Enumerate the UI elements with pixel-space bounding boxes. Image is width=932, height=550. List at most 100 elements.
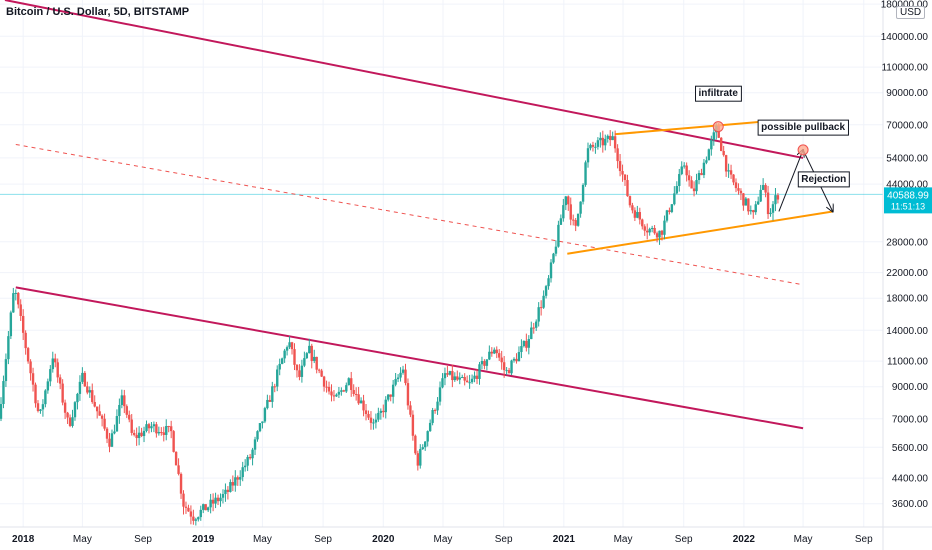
candle[interactable] — [160, 427, 163, 436]
symbol-title[interactable]: Bitcoin / U.S. Dollar, 5D, BITSTAMP — [6, 6, 190, 18]
candle[interactable] — [638, 207, 642, 225]
candle[interactable] — [204, 504, 207, 511]
candle[interactable] — [419, 444, 422, 469]
candle[interactable] — [251, 447, 254, 466]
candle[interactable] — [118, 398, 121, 424]
candle[interactable] — [91, 383, 94, 404]
candle[interactable] — [705, 156, 708, 165]
candle[interactable] — [273, 383, 276, 393]
candle[interactable] — [241, 461, 244, 482]
candle[interactable] — [115, 409, 119, 432]
candle[interactable] — [680, 161, 683, 176]
annotations[interactable]: infiltrate possible pullback Rejection — [695, 85, 850, 188]
candle[interactable] — [655, 231, 659, 243]
candle[interactable] — [29, 359, 32, 381]
candle[interactable] — [576, 213, 580, 227]
candle[interactable] — [39, 408, 42, 414]
candle[interactable] — [372, 418, 375, 430]
candle[interactable] — [253, 436, 257, 456]
candle[interactable] — [63, 399, 67, 419]
candle[interactable] — [443, 367, 447, 386]
projection-arrow[interactable] — [778, 150, 803, 212]
candle[interactable] — [44, 389, 47, 408]
candle[interactable] — [581, 183, 585, 205]
candle[interactable] — [83, 371, 87, 387]
candle[interactable] — [446, 365, 449, 377]
candle[interactable] — [345, 382, 348, 394]
candle[interactable] — [586, 142, 590, 168]
candle[interactable] — [258, 423, 262, 433]
candle[interactable] — [485, 359, 489, 371]
candle[interactable] — [352, 384, 355, 397]
candle[interactable] — [406, 378, 410, 410]
candle[interactable] — [137, 426, 141, 446]
candle[interactable] — [648, 227, 651, 236]
candle[interactable] — [643, 224, 646, 236]
candle[interactable] — [108, 432, 111, 453]
annotation-label[interactable]: Rejection — [797, 171, 850, 188]
candle[interactable] — [554, 240, 558, 257]
candle[interactable] — [68, 414, 72, 428]
candle[interactable] — [463, 373, 466, 386]
candle[interactable] — [433, 408, 437, 414]
candle[interactable] — [535, 319, 538, 331]
candle[interactable] — [110, 429, 114, 447]
candle[interactable] — [7, 331, 10, 365]
candle[interactable] — [628, 195, 632, 208]
candle[interactable] — [184, 501, 188, 514]
candle[interactable] — [653, 225, 656, 235]
candle[interactable] — [683, 162, 686, 169]
candle[interactable] — [2, 375, 5, 409]
candle[interactable] — [261, 421, 264, 429]
candle[interactable] — [216, 494, 220, 506]
candle[interactable] — [313, 349, 316, 364]
candle[interactable] — [744, 196, 748, 206]
candle[interactable] — [125, 404, 128, 418]
candle[interactable] — [100, 414, 104, 427]
candle[interactable] — [451, 364, 454, 388]
candle[interactable] — [283, 348, 286, 363]
candle[interactable] — [76, 392, 79, 410]
candle[interactable] — [256, 430, 259, 442]
candle[interactable] — [621, 164, 624, 182]
candle[interactable] — [549, 259, 553, 283]
candle[interactable] — [337, 386, 341, 398]
candle[interactable] — [189, 505, 193, 525]
candle[interactable] — [416, 450, 420, 471]
candle[interactable] — [342, 389, 346, 393]
candle[interactable] — [288, 336, 291, 350]
candle[interactable] — [123, 389, 126, 414]
candle[interactable] — [673, 186, 676, 206]
candle[interactable] — [12, 287, 15, 313]
candle[interactable] — [591, 141, 595, 152]
candle[interactable] — [623, 174, 627, 186]
candle[interactable] — [478, 361, 481, 385]
candle[interactable] — [172, 430, 175, 453]
candle[interactable] — [670, 203, 674, 214]
candle[interactable] — [155, 421, 158, 438]
candle[interactable] — [461, 374, 464, 379]
candle[interactable] — [759, 184, 762, 203]
candle[interactable] — [308, 338, 311, 354]
candle[interactable] — [199, 505, 202, 521]
candle[interactable] — [394, 372, 397, 387]
candle[interactable] — [295, 364, 299, 378]
candle[interactable] — [774, 188, 777, 212]
candle[interactable] — [219, 493, 222, 507]
candle[interactable] — [229, 479, 232, 493]
candle[interactable] — [320, 368, 323, 378]
candle[interactable] — [544, 284, 548, 299]
candle[interactable] — [532, 322, 535, 334]
candle[interactable] — [391, 379, 395, 404]
candle[interactable] — [631, 202, 634, 214]
trendline-upper-channel[interactable] — [4, 0, 804, 159]
candle[interactable] — [719, 137, 723, 152]
candle[interactable] — [697, 170, 701, 185]
candle[interactable] — [197, 516, 200, 522]
candle[interactable] — [729, 164, 733, 179]
candle[interactable] — [147, 422, 151, 434]
candle[interactable] — [152, 421, 156, 433]
candle[interactable] — [690, 176, 693, 189]
candle[interactable] — [616, 144, 619, 169]
